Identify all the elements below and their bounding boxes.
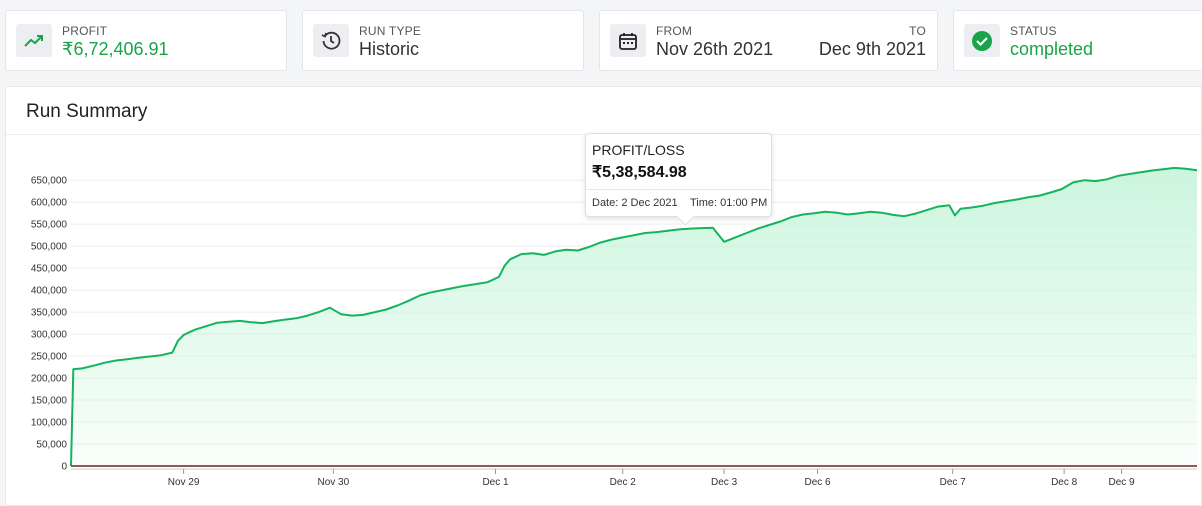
profit-line	[70, 166, 1198, 467]
y-tick-label: 650,000	[31, 176, 68, 187]
x-tick-label: Dec 2	[610, 477, 637, 488]
x-tick-label: Dec 8	[1051, 477, 1078, 488]
profit-card: PROFIT ₹6,72,406.91	[5, 10, 287, 71]
y-tick-label: 450,000	[31, 264, 68, 275]
tooltip-time: Time: 01:00 PM	[690, 197, 768, 209]
y-tick-label: 0	[61, 462, 67, 473]
y-tick-label: 50,000	[36, 440, 67, 451]
status-card: STATUS completed	[953, 10, 1202, 71]
y-tick-label: 300,000	[31, 330, 68, 341]
x-tick-label: Dec 1	[482, 477, 509, 488]
profit-label: PROFIT	[62, 24, 108, 38]
summary-cards: PROFIT ₹6,72,406.91 RUN TYPE Historic FR…	[0, 0, 1202, 80]
tooltip-value: ₹5,38,584.98	[592, 164, 687, 181]
x-tick-label: Dec 6	[804, 477, 831, 488]
from-label: FROM	[656, 24, 693, 38]
status-label: STATUS	[1010, 24, 1057, 38]
run-type-card: RUN TYPE Historic	[302, 10, 584, 71]
x-tick-label: Nov 29	[168, 477, 200, 488]
tooltip-label: PROFIT/LOSS	[592, 142, 685, 158]
y-tick-label: 350,000	[31, 308, 68, 319]
x-tick-label: Dec 3	[711, 477, 738, 488]
y-tick-label: 100,000	[31, 418, 68, 429]
trend-up-icon	[16, 24, 52, 57]
x-tick-label: Dec 7	[940, 477, 967, 488]
status-value: completed	[1010, 39, 1094, 59]
panel-title: Run Summary	[26, 101, 148, 122]
history-icon	[313, 24, 349, 57]
check-circle-icon	[964, 24, 1000, 57]
to-value: Dec 9th 2021	[818, 39, 926, 59]
y-tick-label: 550,000	[31, 220, 68, 231]
run-type-value: Historic	[359, 39, 420, 59]
y-tick-label: 600,000	[31, 198, 68, 209]
from-value: Nov 26th 2021	[656, 39, 774, 59]
y-tick-label: 250,000	[31, 352, 68, 363]
y-tick-label: 400,000	[31, 286, 68, 297]
run-type-label: RUN TYPE	[359, 24, 422, 38]
chart-tooltip: PROFIT/LOSS ₹5,38,584.98 Date: 2 Dec 202…	[585, 133, 772, 217]
y-tick-label: 200,000	[31, 374, 68, 385]
calendar-icon	[610, 24, 646, 57]
x-tick-label: Dec 9	[1108, 477, 1135, 488]
tooltip-divider	[586, 189, 771, 190]
profit-area	[71, 167, 1197, 466]
to-label: TO	[909, 24, 926, 38]
tooltip-date: Date: 2 Dec 2021	[592, 197, 678, 209]
y-tick-label: 500,000	[31, 242, 68, 253]
date-range-card: FROM Nov 26th 2021 TO Dec 9th 2021	[599, 10, 938, 71]
y-tick-label: 150,000	[31, 396, 68, 407]
x-tick-label: Nov 30	[318, 477, 350, 488]
profit-value: ₹6,72,406.91	[62, 39, 169, 59]
